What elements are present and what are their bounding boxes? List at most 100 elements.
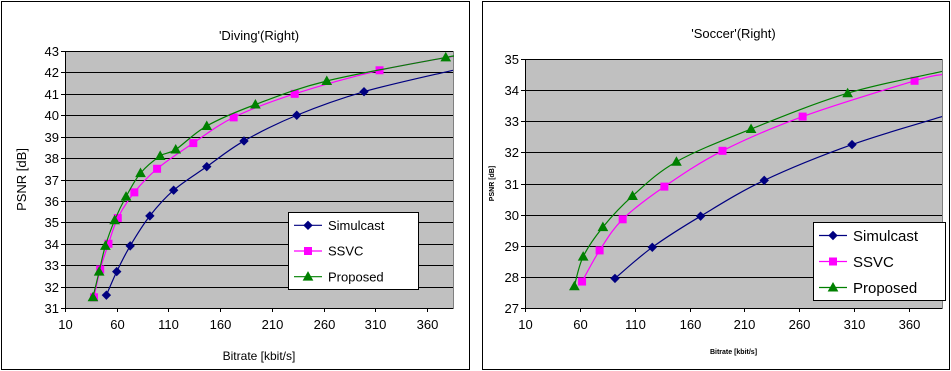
data-point-simulcast: [292, 110, 302, 120]
data-point-proposed: [745, 123, 757, 134]
y-tick-label: 33: [505, 114, 519, 129]
series-group: [569, 70, 943, 291]
data-point-ssvc: [618, 215, 627, 224]
data-point-proposed: [170, 143, 182, 154]
legend-marker-simulcast: [828, 230, 838, 241]
data-point-ssvc: [153, 164, 162, 173]
y-axis-label: PSNR [dB]: [489, 166, 496, 201]
y-tick-label: 29: [505, 239, 519, 254]
data-point-proposed: [99, 240, 111, 250]
x-tick-label: 360: [417, 317, 439, 332]
data-point-simulcast: [145, 211, 155, 221]
series-line-simulcast: [105, 69, 454, 296]
data-point-simulcast: [112, 266, 122, 277]
y-tick-label: 31: [505, 177, 519, 192]
data-point-simulcast: [101, 290, 112, 300]
data-point-proposed: [87, 291, 99, 302]
series-line-ssvc: [581, 73, 943, 282]
x-tick-label: 10: [518, 317, 532, 332]
y-tick-label: 31: [45, 301, 59, 316]
y-tick-label: 34: [505, 83, 519, 98]
data-point-ssvc: [660, 182, 669, 191]
data-point-proposed: [321, 75, 333, 85]
legend-label: Proposed: [328, 269, 384, 284]
data-point-proposed: [109, 214, 121, 225]
x-tick-label: 210: [262, 317, 284, 332]
legend-label: SSVC: [328, 244, 363, 259]
data-point-simulcast: [695, 211, 706, 221]
y-tick-label: 42: [45, 65, 59, 80]
x-tick-label: 160: [210, 317, 232, 332]
y-tick-label: 43: [45, 44, 59, 59]
data-point-proposed: [671, 156, 682, 166]
data-point-proposed: [569, 280, 580, 291]
legend-label: SSVC: [853, 254, 894, 271]
y-tick-label: 32: [505, 145, 519, 160]
data-point-simulcast: [610, 273, 620, 284]
legend-label: Proposed: [853, 280, 917, 297]
x-tick-label: 210: [734, 317, 756, 332]
x-tick-label: 60: [110, 317, 124, 332]
chart-title: 'Diving'(Right): [219, 28, 299, 43]
data-point-simulcast: [759, 175, 769, 186]
data-point-ssvc: [798, 112, 807, 121]
legend-marker-proposed: [827, 281, 839, 292]
chart-title: 'Soccer'(Right): [691, 26, 775, 41]
y-tick-label: 36: [45, 194, 59, 209]
data-point-simulcast: [168, 185, 179, 195]
data-point-ssvc: [130, 188, 139, 197]
x-axis-label: Bitrate [kbit/s]: [223, 349, 296, 363]
x-tick-label: 160: [680, 317, 702, 332]
x-tick-label: 360: [899, 317, 921, 332]
y-tick-label: 39: [45, 130, 59, 145]
data-point-simulcast: [202, 161, 212, 172]
x-tick-label: 10: [58, 317, 72, 332]
chart-diving: 31 32 33 34 35 36 37 38 39 40 41 42 43 10 60 110 160 210 2…: [1, 1, 470, 370]
data-point-proposed: [842, 87, 853, 98]
data-point-proposed: [135, 167, 146, 178]
y-tick-label: 30: [505, 208, 519, 223]
x-tick-label: 110: [625, 317, 646, 332]
x-tick-label: 310: [844, 317, 866, 332]
data-point-ssvc: [718, 146, 727, 155]
y-tick-label: 41: [45, 87, 59, 102]
legend-marker-ssvc: [304, 247, 312, 255]
y-tick-label: 34: [45, 237, 59, 252]
series-group: [87, 51, 454, 302]
y-tick-label: 40: [45, 108, 59, 123]
data-point-ssvc: [229, 113, 238, 122]
data-point-proposed: [577, 251, 589, 261]
data-point-simulcast: [847, 139, 857, 150]
y-tick-label: 35: [505, 52, 519, 67]
y-tick-label: 37: [45, 173, 59, 188]
data-point-proposed: [120, 191, 132, 201]
chart-soccer: 27 28 29 30 31 32 33 34 35 10 60 110 160 210 260 310 360…: [482, 1, 950, 370]
data-point-proposed: [440, 51, 452, 62]
data-point-proposed: [154, 150, 166, 160]
data-point-proposed: [201, 120, 213, 130]
y-tick-label: 27: [505, 301, 519, 316]
y-tick-label: 38: [45, 151, 59, 166]
legend-marker-proposed: [302, 271, 314, 281]
data-point-simulcast: [239, 136, 249, 146]
data-point-proposed: [93, 266, 105, 276]
data-point-proposed: [250, 99, 261, 109]
data-point-proposed: [597, 221, 609, 232]
x-tick-label: 60: [573, 317, 587, 332]
data-point-simulcast: [125, 241, 135, 251]
x-tick-label: 260: [789, 317, 811, 332]
data-point-ssvc: [595, 246, 604, 255]
y-tick-label: 35: [45, 215, 59, 230]
y-tick-label: 28: [505, 270, 519, 285]
data-point-ssvc: [578, 277, 587, 286]
x-tick-label: 310: [365, 317, 387, 332]
y-tick-label: 33: [45, 258, 59, 273]
data-point-ssvc: [189, 139, 198, 148]
x-tick-label: 260: [314, 317, 336, 332]
x-axis-label: Bitrate [kbit/s]: [710, 349, 757, 356]
legend-marker-simulcast: [303, 220, 313, 231]
legend-marker-ssvc: [829, 257, 837, 266]
legend-label: Simulcast: [328, 218, 385, 233]
y-axis-label: PSNR [dB]: [14, 148, 29, 211]
